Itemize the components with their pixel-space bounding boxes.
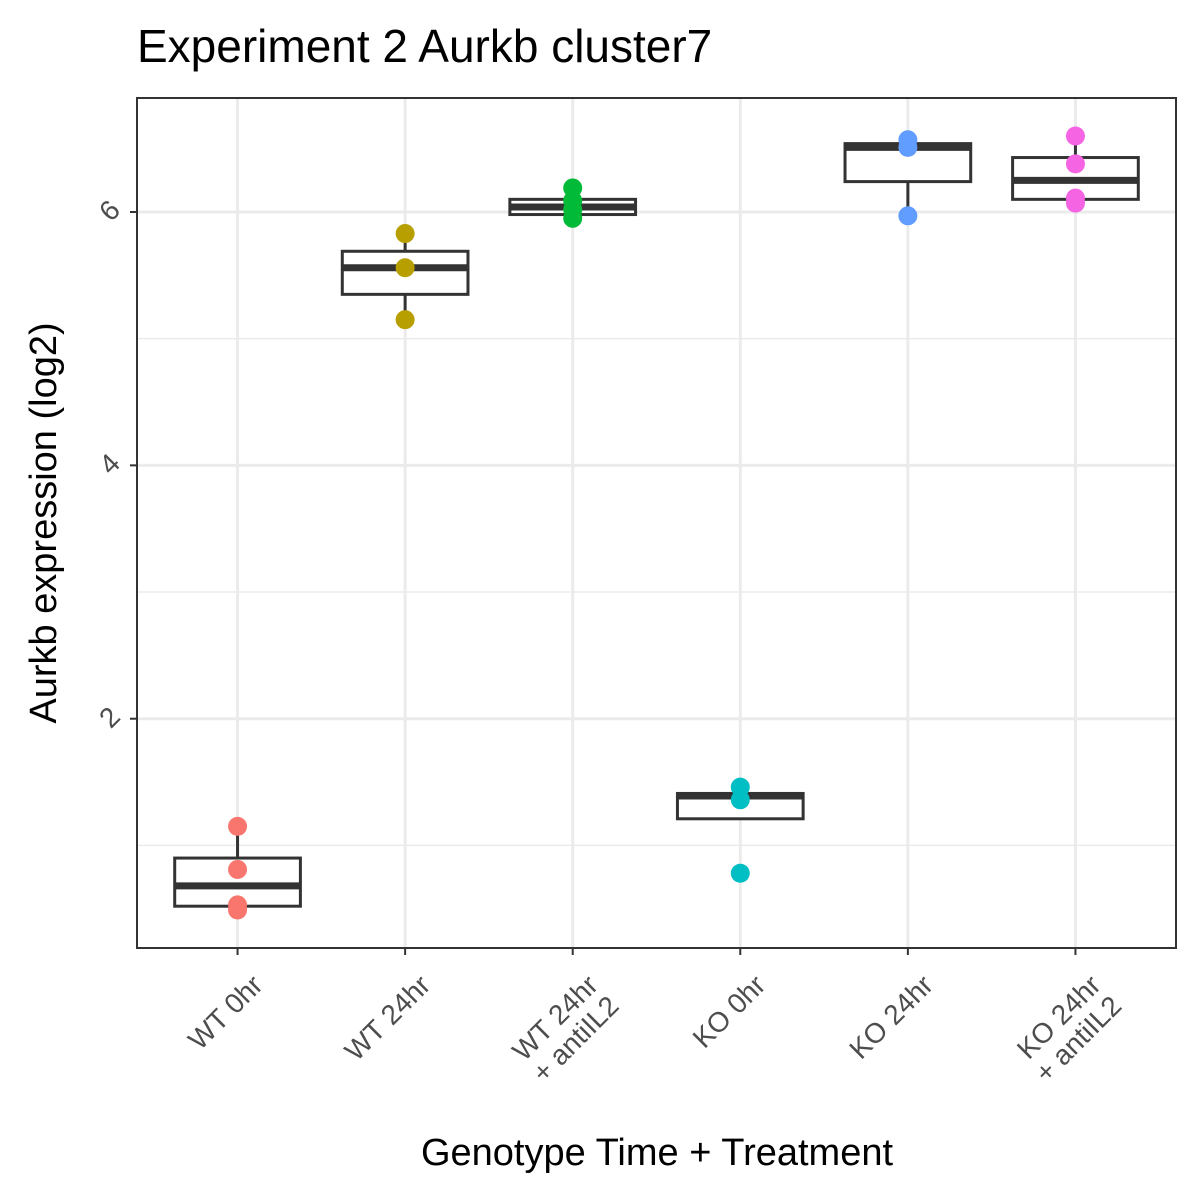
data-point [1065,154,1085,174]
data-point [563,208,583,228]
box-group [340,224,470,330]
y-axis-title: Aurkb expression (log2) [23,322,65,723]
box-group [1011,126,1140,213]
data-point [898,137,918,157]
data-point [395,224,415,244]
box-group [508,178,638,228]
chart-title: Experiment 2 Aurkb cluster7 [137,20,712,72]
data-point [1065,193,1085,213]
data-point [730,790,750,810]
x-axis-title: Genotype Time + Treatment [421,1132,894,1174]
data-point [395,258,415,278]
data-point [228,859,248,879]
data-point [898,206,918,226]
data-point [730,863,750,883]
box-group [675,777,805,883]
data-point [1065,126,1085,146]
box-group [843,130,973,226]
box-group [173,816,302,920]
data-point [228,816,248,836]
data-point [395,310,415,330]
data-point [228,900,248,920]
plot-border [136,97,1177,949]
